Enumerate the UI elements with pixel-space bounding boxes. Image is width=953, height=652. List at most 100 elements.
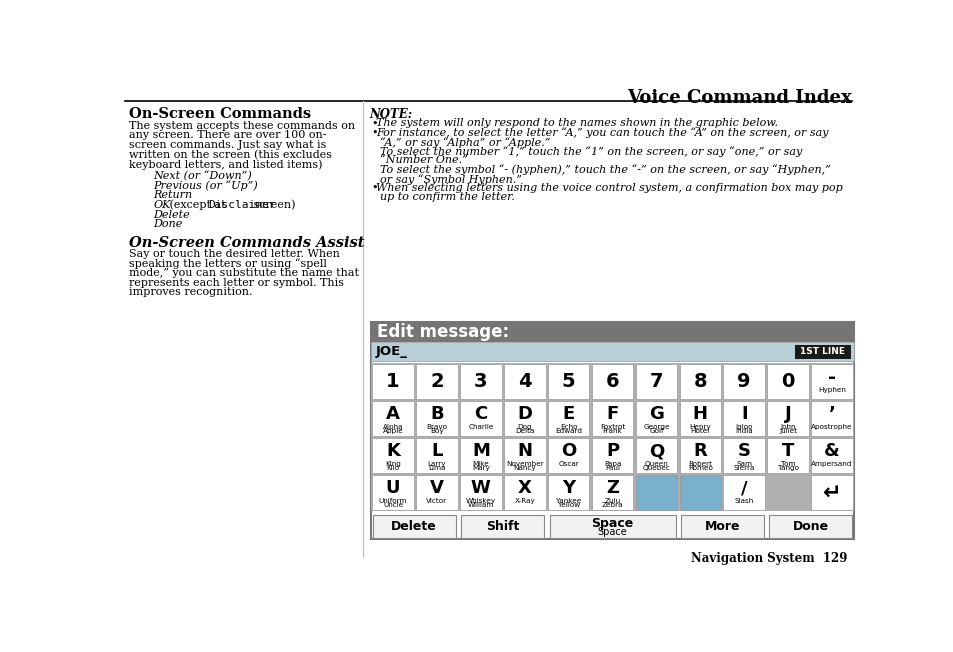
Text: U: U bbox=[385, 479, 400, 497]
Text: The system accepts these commands on: The system accepts these commands on bbox=[129, 121, 355, 130]
Bar bbox=[722, 475, 764, 510]
Bar bbox=[794, 345, 850, 359]
Bar bbox=[547, 475, 589, 510]
Text: Sierra: Sierra bbox=[733, 466, 754, 471]
Text: V: V bbox=[430, 479, 443, 497]
Text: More: More bbox=[704, 520, 740, 533]
Text: represents each letter or symbol. This: represents each letter or symbol. This bbox=[129, 278, 343, 288]
Bar bbox=[766, 401, 808, 436]
Text: Bravo: Bravo bbox=[426, 424, 447, 430]
Bar bbox=[503, 364, 545, 399]
Text: “A,” or say “Alpha” or “Apple.”: “A,” or say “Alpha” or “Apple.” bbox=[380, 137, 550, 147]
Bar bbox=[547, 364, 589, 399]
Text: Y: Y bbox=[561, 479, 575, 497]
Text: P: P bbox=[605, 442, 618, 460]
Text: Igloo: Igloo bbox=[735, 424, 752, 430]
Text: 8: 8 bbox=[693, 372, 706, 391]
Text: Return: Return bbox=[153, 190, 193, 200]
Text: Voice Command Index: Voice Command Index bbox=[626, 89, 851, 107]
Text: Lima: Lima bbox=[428, 466, 445, 471]
Bar bbox=[503, 401, 545, 436]
Text: John: John bbox=[780, 424, 795, 430]
Bar bbox=[810, 401, 852, 436]
Text: Uncle: Uncle bbox=[382, 502, 403, 509]
Text: 0: 0 bbox=[781, 372, 794, 391]
Text: Slash: Slash bbox=[734, 497, 753, 503]
Bar bbox=[547, 438, 589, 473]
Text: Echo: Echo bbox=[559, 424, 577, 430]
Bar bbox=[549, 515, 675, 538]
Bar bbox=[810, 364, 852, 399]
Bar bbox=[591, 364, 633, 399]
Text: or say “Symbol Hyphen.”: or say “Symbol Hyphen.” bbox=[380, 173, 522, 185]
Text: N: N bbox=[517, 442, 532, 460]
Bar bbox=[416, 475, 457, 510]
Bar bbox=[372, 401, 414, 436]
Text: Hotel: Hotel bbox=[690, 428, 709, 434]
Text: Boy: Boy bbox=[430, 428, 443, 434]
Text: Navigation System  129: Navigation System 129 bbox=[691, 552, 847, 565]
Text: F: F bbox=[606, 405, 618, 423]
Bar bbox=[371, 342, 853, 361]
Text: ↵: ↵ bbox=[821, 482, 841, 503]
Bar bbox=[372, 475, 414, 510]
Text: 5: 5 bbox=[561, 372, 575, 391]
Bar bbox=[722, 401, 764, 436]
Text: R: R bbox=[693, 442, 706, 460]
Text: screen commands. Just say what is: screen commands. Just say what is bbox=[129, 140, 326, 150]
Text: On-Screen Commands: On-Screen Commands bbox=[129, 108, 311, 121]
Bar bbox=[503, 475, 545, 510]
Bar bbox=[769, 515, 852, 538]
Bar bbox=[766, 438, 808, 473]
Text: 3: 3 bbox=[474, 372, 487, 391]
Bar bbox=[460, 515, 543, 538]
Text: G: G bbox=[648, 405, 663, 423]
Text: Dog: Dog bbox=[517, 424, 532, 430]
Text: November: November bbox=[505, 461, 543, 467]
Text: Yellow: Yellow bbox=[557, 502, 579, 509]
Bar bbox=[766, 364, 808, 399]
Bar bbox=[635, 438, 677, 473]
Text: JOE_: JOE_ bbox=[375, 345, 407, 358]
Text: Quebec: Quebec bbox=[641, 466, 670, 471]
Bar bbox=[372, 364, 414, 399]
Text: Zulu: Zulu bbox=[604, 497, 620, 503]
Bar bbox=[371, 322, 853, 342]
Text: NOTE:: NOTE: bbox=[369, 108, 413, 121]
Text: Juliet: Juliet bbox=[779, 428, 797, 434]
Text: O: O bbox=[560, 442, 576, 460]
Bar bbox=[635, 364, 677, 399]
Text: D: D bbox=[517, 405, 532, 423]
Text: L: L bbox=[431, 442, 442, 460]
Text: To select the symbol “- (hyphen),” touch the “-” on the screen, or say “Hyphen,”: To select the symbol “- (hyphen),” touch… bbox=[380, 164, 830, 175]
Text: Paul: Paul bbox=[604, 466, 619, 471]
Bar bbox=[416, 401, 457, 436]
Text: keyboard letters, and listed items): keyboard letters, and listed items) bbox=[129, 159, 322, 170]
Text: B: B bbox=[430, 405, 443, 423]
Text: Disclaimer: Disclaimer bbox=[208, 200, 275, 210]
Text: Alpha: Alpha bbox=[382, 424, 403, 430]
Text: T: T bbox=[781, 442, 794, 460]
Bar bbox=[810, 475, 852, 510]
Text: To select the number “1,” touch the “1” on the screen, or say “one,” or say: To select the number “1,” touch the “1” … bbox=[380, 146, 801, 156]
Text: written on the screen (this excludes: written on the screen (this excludes bbox=[129, 149, 332, 160]
Text: Sam: Sam bbox=[736, 461, 751, 467]
Text: Delete: Delete bbox=[391, 520, 436, 533]
Text: •: • bbox=[371, 128, 377, 138]
Bar bbox=[547, 401, 589, 436]
Bar bbox=[371, 363, 853, 511]
Bar bbox=[371, 322, 853, 539]
Text: &: & bbox=[823, 442, 839, 460]
Text: Kilo: Kilo bbox=[386, 466, 399, 471]
Text: screen): screen) bbox=[250, 200, 295, 210]
Text: any screen. There are over 100 on-: any screen. There are over 100 on- bbox=[129, 130, 326, 140]
Text: 7: 7 bbox=[649, 372, 662, 391]
Text: ’: ’ bbox=[828, 405, 835, 423]
Bar bbox=[722, 364, 764, 399]
Text: speaking the letters or using “spell: speaking the letters or using “spell bbox=[129, 258, 326, 269]
Bar bbox=[459, 401, 501, 436]
Text: 9: 9 bbox=[737, 372, 750, 391]
Bar bbox=[416, 364, 457, 399]
Text: Whiskey: Whiskey bbox=[465, 497, 496, 503]
Bar bbox=[372, 438, 414, 473]
